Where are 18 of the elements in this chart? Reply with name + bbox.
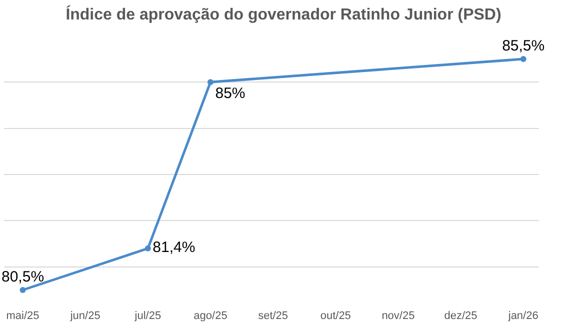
point — [207, 79, 214, 86]
x-tick-label: jan/26 — [507, 310, 538, 322]
x-tick-label: mai/25 — [6, 310, 40, 322]
point — [20, 287, 26, 293]
x-tick-label: nov/25 — [382, 310, 415, 322]
x-tick-label: dez/25 — [444, 310, 478, 322]
data-label: 81,4% — [152, 239, 196, 256]
x-tick-label: out/25 — [320, 310, 351, 322]
chart-title: Índice de aprovação do governador Ratinho Junior (PSD) — [66, 4, 502, 24]
data-label: 85,5% — [502, 38, 545, 54]
x-tick-label: jun/25 — [69, 310, 100, 322]
point — [520, 56, 526, 62]
x-tick-label: jul/25 — [134, 310, 162, 322]
data-label: 80,5% — [1, 268, 44, 286]
x-tick-label: ago/25 — [194, 310, 228, 322]
data-label: 85% — [215, 85, 246, 102]
x-tick-label: set/25 — [258, 310, 288, 322]
point — [144, 245, 151, 252]
